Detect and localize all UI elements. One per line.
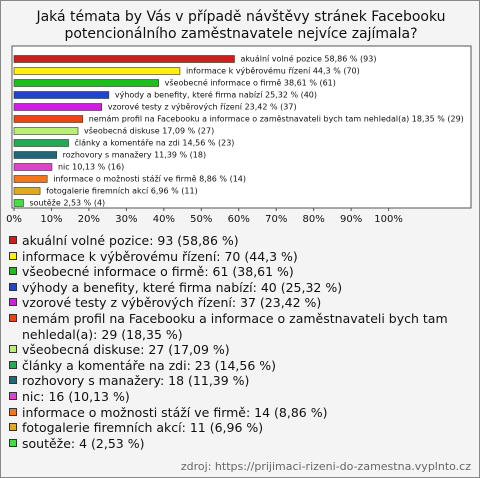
legend-label: informace o možnosti stáží ve firmě: 14 … (22, 404, 328, 420)
bar (13, 199, 24, 207)
x-tick-label: 60% (228, 214, 250, 225)
legend-label: nic: 16 (10,13 %) (22, 388, 130, 404)
legend-entry: rozhovory s manažery: 18 (11,39 %) (9, 373, 449, 389)
bar (13, 103, 103, 111)
legend-entry: nic: 16 (10,13 %) (9, 389, 449, 405)
legend-entry: všeobecná diskuse: 27 (17,09 %) (9, 342, 449, 358)
legend-label: články a komentáře na zdi: 23 (14,56 %) (22, 357, 277, 373)
legend-label: informace k výběrovému řízení: 70 (44,3 … (22, 248, 298, 264)
bar-label: nic 10,13 % (16) (58, 163, 124, 172)
bar-label: informace k výběrovému řízení 44,3 % (70… (186, 66, 360, 76)
bar (13, 151, 57, 159)
bar (13, 79, 159, 87)
legend-label: rozhovory s manažery: 18 (11,39 %) (22, 373, 250, 389)
legend-swatch (9, 345, 17, 354)
legend-label: výhody a benefity, které firma nabízí: 4… (22, 279, 343, 295)
bar-label: nemám profil na Facebooku a informace o … (89, 115, 464, 124)
legend-entry: fotogalerie firemních akcí: 11 (6,96 %) (9, 420, 449, 436)
legend-entry: články a komentáře na zdi: 23 (14,56 %) (9, 358, 449, 374)
bar-label: výhody a benefity, které firma nabízí 25… (115, 90, 317, 100)
legend-entry: všeobecné informace o firmě: 61 (38,61 %… (9, 264, 449, 280)
legend-swatch (9, 376, 17, 385)
legend-label: akuální volné pozice: 93 (58,86 %) (22, 233, 239, 248)
legend-entry: akuální volné pozice: 93 (58,86 %) (9, 233, 449, 249)
x-tick-label: 0% (6, 214, 22, 225)
bar-label: vzorové testy z výběrových řízení 23,42 … (108, 102, 297, 112)
legend-swatch (9, 251, 17, 260)
legend-swatch (9, 360, 17, 369)
x-tick-label: 70% (265, 214, 287, 225)
bar (13, 67, 181, 75)
bar-label: informace o možnosti stáží ve firmě 8,86… (53, 175, 246, 184)
legend-swatch (9, 438, 17, 447)
legend-entry: informace o možnosti stáží ve firmě: 14 … (9, 405, 449, 421)
legend-entry: výhody a benefity, které firma nabízí: 4… (9, 280, 449, 296)
x-tick-label: 50% (190, 214, 212, 225)
bar (13, 139, 69, 147)
legend-entry: vzorové testy z výběrových řízení: 37 (2… (9, 295, 449, 311)
legend-entry: soutěže: 4 (2,53 %) (9, 436, 449, 452)
legend-label: nemám profil na Facebooku a informace o … (22, 310, 448, 342)
chart: akuální volné pozice 58,86 % (93) informa… (6, 45, 472, 225)
legend-swatch (9, 282, 17, 291)
x-tick-label: 80% (303, 214, 325, 225)
x-tick-label: 90% (340, 214, 362, 225)
legend-swatch (9, 313, 17, 322)
bar (13, 163, 53, 171)
legend-swatch (9, 298, 17, 307)
legend-swatch (9, 391, 17, 400)
bar-label: fotogalerie firemních akcí 6,96 % (11) (46, 187, 198, 196)
bar (13, 187, 41, 195)
bar (13, 91, 110, 99)
bar-label: všeobecná diskuse 17,09 % (27) (84, 126, 214, 136)
legend-label: fotogalerie firemních akcí: 11 (6,96 %) (22, 420, 264, 436)
legend-label: soutěže: 4 (2,53 %) (22, 435, 145, 451)
legend-swatch (9, 407, 17, 416)
x-tick-label: 30% (115, 214, 137, 225)
legend-label: všeobecná diskuse: 27 (17,09 %) (22, 342, 230, 358)
legend-swatch (9, 236, 17, 244)
bar-label: všeobecné informace o firmě 38,61 % (61) (165, 78, 336, 88)
x-tick-label: 10% (40, 214, 62, 225)
legend-label: vzorové testy z výběrových řízení: 37 (2… (22, 295, 322, 311)
legend-entry: nemám profil na Facebooku a informace o … (9, 311, 449, 342)
x-tick-label: 20% (78, 214, 100, 225)
source: zdroj: https://prijimaci-rizeni-do-zames… (180, 460, 471, 473)
bar (13, 175, 48, 183)
legend-swatch (9, 423, 17, 432)
bar-label: články a komentáře na zdi 14,56 % (23) (75, 138, 235, 148)
bar (13, 127, 79, 135)
legend-swatch (9, 267, 17, 276)
legend: akuální volné pozice: 93 (58,86 %) inform… (9, 233, 449, 451)
legend-entry: informace k výběrovému řízení: 70 (44,3 … (9, 249, 449, 265)
bar (13, 115, 84, 123)
bar-label: soutěže 2,53 % (4) (29, 199, 105, 208)
x-tick-label: 40% (153, 214, 175, 225)
bar-label: rozhovory s manažery 11,39 % (18) (63, 151, 206, 160)
chart-title: Jaká témata by Vás v případě návštěvy st… (36, 9, 446, 42)
bar (13, 55, 235, 63)
bar-label: akuální volné pozice 58,86 % (93) (240, 54, 376, 64)
x-tick-label: 100% (374, 214, 403, 225)
legend-label: všeobecné informace o firmě: 61 (38,61 %… (22, 264, 294, 280)
